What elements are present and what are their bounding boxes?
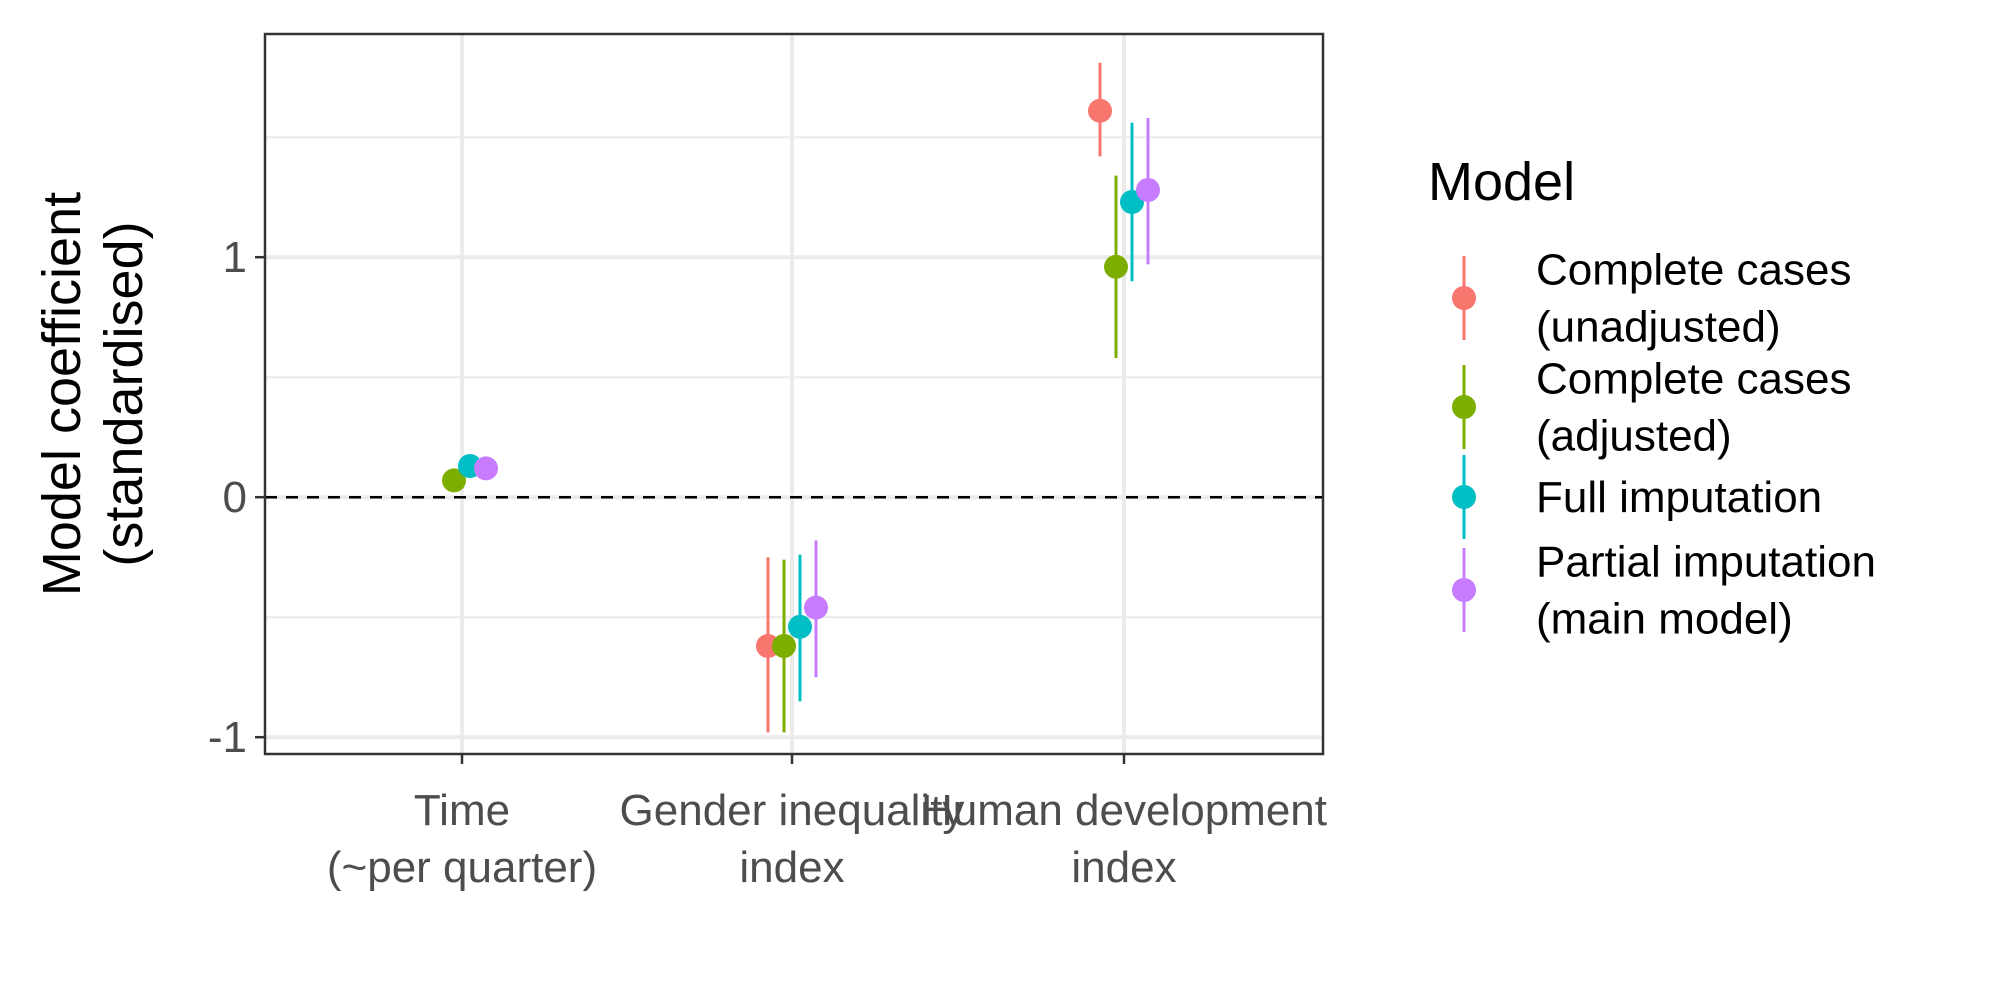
x-tick-label-line: (~per quarter) [327,843,597,892]
legend-label-line: Full imputation [1536,473,1822,522]
x-tick-label-line: index [1071,843,1176,892]
x-tick-label: Gender inequality index [620,786,965,892]
legend-label-line: Complete cases [1536,246,1851,295]
x-tick-label-line: Gender inequality [620,786,965,835]
point-estimate [1088,98,1112,123]
legend-key-point [1452,286,1476,310]
y-axis-title-line: (standardised) [94,221,154,566]
legend-label: Full imputation [1536,473,1822,522]
x-tick-label-line: index [739,843,844,892]
y-axis-title: Model coefficient(standardised) [32,192,154,596]
point-estimate [1136,178,1160,202]
point-estimate [1104,254,1128,279]
y-tick-label: 1 [223,233,247,282]
x-tick-label-line: Human development [921,786,1327,835]
point-estimate [442,468,466,493]
y-axis-title-line: Model coefficient [32,192,92,596]
legend-label-line: Complete cases [1536,355,1851,404]
point-estimate [474,456,498,481]
y-tick-label: -1 [208,713,247,762]
y-tick-label: 0 [223,473,247,522]
legend-label: Complete cases (adjusted) [1536,355,1851,461]
panel-border-layer [263,32,1325,756]
panel-border [263,32,1325,756]
legend-label: Complete cases (unadjusted) [1536,246,1851,352]
axes-layer: -1 0 1 Time (~per quarter) Gender inequality i… [32,192,1327,892]
legend-label-line: (unadjusted) [1536,303,1781,352]
legend-label-line: (adjusted) [1536,412,1732,461]
legend-label: Partial imputation (main model) [1536,538,1876,644]
point-range-layer [442,62,1160,733]
point-estimate [788,614,812,639]
x-tick-label: Human development index [921,786,1327,892]
point-estimate [772,634,796,658]
legend-label-line: (main model) [1536,595,1793,644]
x-tick-label: Time (~per quarter) [327,786,597,892]
legend-label-line: Partial imputation [1536,538,1876,587]
legend-key-point [1452,578,1476,602]
x-tick-label-line: Time [414,786,510,835]
legend-key-point [1452,485,1476,509]
point-estimate [804,595,828,620]
legend-title: Model [1428,152,1575,212]
legend-key-point [1452,395,1476,419]
